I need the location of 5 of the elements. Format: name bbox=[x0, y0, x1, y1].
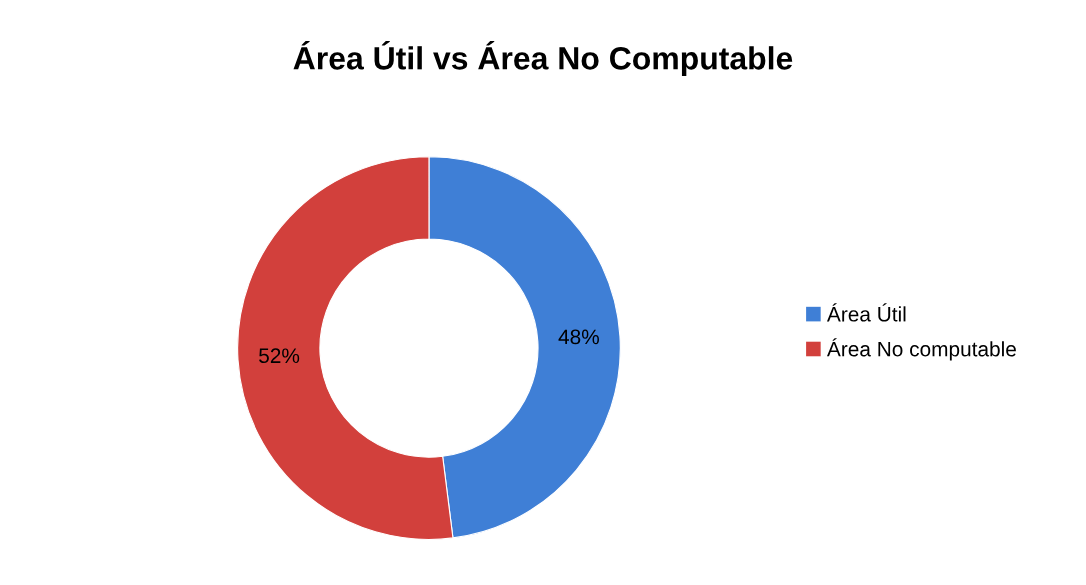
legend-label: Área Útil bbox=[826, 303, 906, 322]
data-label: 52% bbox=[259, 348, 300, 364]
data-label: 48% bbox=[558, 329, 599, 345]
chart-title: Área Útil vs Área No Computable bbox=[293, 41, 793, 76]
legend-label: Área No computable bbox=[826, 338, 1016, 361]
